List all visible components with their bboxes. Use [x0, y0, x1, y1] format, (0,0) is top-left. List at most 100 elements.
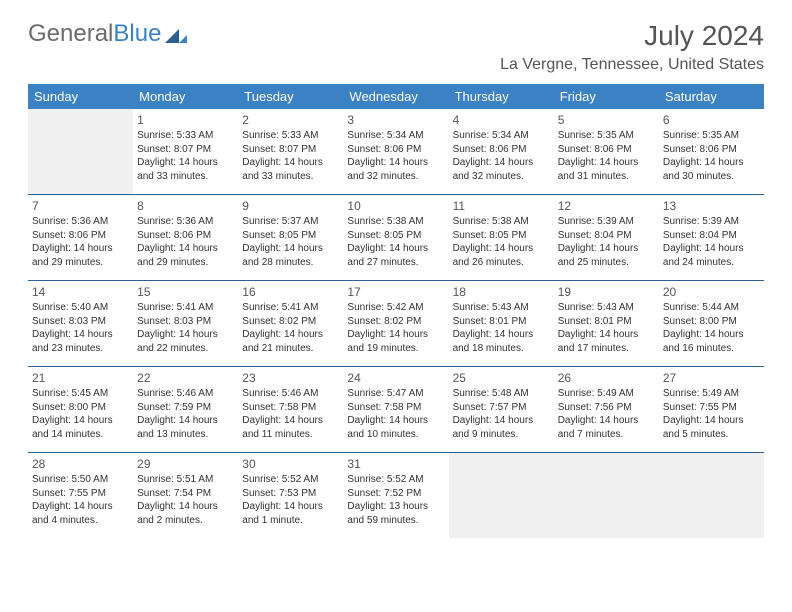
- sunset-text: Sunset: 8:00 PM: [32, 401, 129, 415]
- day-number: 8: [137, 198, 234, 214]
- sunset-text: Sunset: 7:52 PM: [347, 487, 444, 501]
- sunrise-text: Sunrise: 5:48 AM: [453, 387, 550, 401]
- sunset-text: Sunset: 8:01 PM: [453, 315, 550, 329]
- sunrise-text: Sunrise: 5:37 AM: [242, 215, 339, 229]
- calendar-cell: 7Sunrise: 5:36 AMSunset: 8:06 PMDaylight…: [28, 195, 133, 281]
- brand-word2: Blue: [113, 20, 161, 47]
- sunrise-text: Sunrise: 5:39 AM: [663, 215, 760, 229]
- sunset-text: Sunset: 8:05 PM: [242, 229, 339, 243]
- calendar-cell: 30Sunrise: 5:52 AMSunset: 7:53 PMDayligh…: [238, 453, 343, 539]
- daylight-text: Daylight: 14 hours and 10 minutes.: [347, 414, 444, 441]
- day-header: Wednesday: [343, 84, 448, 109]
- sunrise-text: Sunrise: 5:38 AM: [453, 215, 550, 229]
- calendar-week: .1Sunrise: 5:33 AMSunset: 8:07 PMDayligh…: [28, 109, 764, 195]
- sunrise-text: Sunrise: 5:52 AM: [242, 473, 339, 487]
- daylight-text: Daylight: 14 hours and 18 minutes.: [453, 328, 550, 355]
- calendar-cell: 4Sunrise: 5:34 AMSunset: 8:06 PMDaylight…: [449, 109, 554, 195]
- calendar-cell: 25Sunrise: 5:48 AMSunset: 7:57 PMDayligh…: [449, 367, 554, 453]
- calendar-cell: 17Sunrise: 5:42 AMSunset: 8:02 PMDayligh…: [343, 281, 448, 367]
- daylight-text: Daylight: 14 hours and 24 minutes.: [663, 242, 760, 269]
- calendar-cell: 1Sunrise: 5:33 AMSunset: 8:07 PMDaylight…: [133, 109, 238, 195]
- sunrise-text: Sunrise: 5:42 AM: [347, 301, 444, 315]
- day-header: Sunday: [28, 84, 133, 109]
- sunrise-text: Sunrise: 5:49 AM: [663, 387, 760, 401]
- daylight-text: Daylight: 14 hours and 7 minutes.: [558, 414, 655, 441]
- sunrise-text: Sunrise: 5:41 AM: [242, 301, 339, 315]
- calendar-cell: 23Sunrise: 5:46 AMSunset: 7:58 PMDayligh…: [238, 367, 343, 453]
- calendar-cell: 27Sunrise: 5:49 AMSunset: 7:55 PMDayligh…: [659, 367, 764, 453]
- sunrise-text: Sunrise: 5:33 AM: [137, 129, 234, 143]
- sunset-text: Sunset: 8:02 PM: [242, 315, 339, 329]
- sunset-text: Sunset: 8:07 PM: [137, 143, 234, 157]
- sunrise-text: Sunrise: 5:46 AM: [137, 387, 234, 401]
- calendar-cell: 13Sunrise: 5:39 AMSunset: 8:04 PMDayligh…: [659, 195, 764, 281]
- month-title: July 2024: [500, 20, 764, 52]
- sunset-text: Sunset: 7:59 PM: [137, 401, 234, 415]
- day-number: 28: [32, 456, 129, 472]
- daylight-text: Daylight: 14 hours and 16 minutes.: [663, 328, 760, 355]
- day-number: 20: [663, 284, 760, 300]
- calendar-cell: 21Sunrise: 5:45 AMSunset: 8:00 PMDayligh…: [28, 367, 133, 453]
- location-text: La Vergne, Tennessee, United States: [500, 56, 764, 74]
- daylight-text: Daylight: 14 hours and 32 minutes.: [453, 156, 550, 183]
- day-number: 26: [558, 370, 655, 386]
- calendar-cell: .: [449, 453, 554, 539]
- daylight-text: Daylight: 14 hours and 17 minutes.: [558, 328, 655, 355]
- sunset-text: Sunset: 7:53 PM: [242, 487, 339, 501]
- sunset-text: Sunset: 7:55 PM: [32, 487, 129, 501]
- sunrise-text: Sunrise: 5:45 AM: [32, 387, 129, 401]
- daylight-text: Daylight: 14 hours and 29 minutes.: [32, 242, 129, 269]
- day-number: 27: [663, 370, 760, 386]
- sunset-text: Sunset: 8:05 PM: [453, 229, 550, 243]
- calendar-cell: 10Sunrise: 5:38 AMSunset: 8:05 PMDayligh…: [343, 195, 448, 281]
- calendar-body: . 1Sunrise: 5:33 AMSunset: 8:07 PMDayligh…: [28, 109, 764, 538]
- calendar-cell: 15Sunrise: 5:41 AMSunset: 8:03 PMDayligh…: [133, 281, 238, 367]
- sunrise-text: Sunrise: 5:36 AM: [32, 215, 129, 229]
- calendar-week: 28Sunrise: 5:50 AMSunset: 7:55 PMDayligh…: [28, 453, 764, 539]
- calendar-cell: 3Sunrise: 5:34 AMSunset: 8:06 PMDaylight…: [343, 109, 448, 195]
- brand-mark-icon: [165, 25, 187, 43]
- day-number: 7: [32, 198, 129, 214]
- sunrise-text: Sunrise: 5:41 AM: [137, 301, 234, 315]
- calendar-cell: .: [554, 453, 659, 539]
- sunset-text: Sunset: 7:57 PM: [453, 401, 550, 415]
- day-number: 9: [242, 198, 339, 214]
- day-number: 29: [137, 456, 234, 472]
- day-header: Tuesday: [238, 84, 343, 109]
- sunset-text: Sunset: 7:58 PM: [347, 401, 444, 415]
- day-number: 25: [453, 370, 550, 386]
- daylight-text: Daylight: 14 hours and 5 minutes.: [663, 414, 760, 441]
- daylight-text: Daylight: 14 hours and 28 minutes.: [242, 242, 339, 269]
- daylight-text: Daylight: 14 hours and 4 minutes.: [32, 500, 129, 527]
- day-header: Saturday: [659, 84, 764, 109]
- calendar-cell: 28Sunrise: 5:50 AMSunset: 7:55 PMDayligh…: [28, 453, 133, 539]
- day-number: 10: [347, 198, 444, 214]
- day-number: 30: [242, 456, 339, 472]
- daylight-text: Daylight: 14 hours and 21 minutes.: [242, 328, 339, 355]
- calendar-cell: 16Sunrise: 5:41 AMSunset: 8:02 PMDayligh…: [238, 281, 343, 367]
- daylight-text: Daylight: 14 hours and 14 minutes.: [32, 414, 129, 441]
- day-number: 6: [663, 112, 760, 128]
- calendar-cell: 19Sunrise: 5:43 AMSunset: 8:01 PMDayligh…: [554, 281, 659, 367]
- day-number: 22: [137, 370, 234, 386]
- daylight-text: Daylight: 14 hours and 23 minutes.: [32, 328, 129, 355]
- sunset-text: Sunset: 7:58 PM: [242, 401, 339, 415]
- sunrise-text: Sunrise: 5:43 AM: [558, 301, 655, 315]
- daylight-text: Daylight: 14 hours and 30 minutes.: [663, 156, 760, 183]
- calendar-cell: 14Sunrise: 5:40 AMSunset: 8:03 PMDayligh…: [28, 281, 133, 367]
- daylight-text: Daylight: 14 hours and 11 minutes.: [242, 414, 339, 441]
- daylight-text: Daylight: 14 hours and 33 minutes.: [242, 156, 339, 183]
- sunset-text: Sunset: 8:03 PM: [137, 315, 234, 329]
- day-header: Thursday: [449, 84, 554, 109]
- sunrise-text: Sunrise: 5:40 AM: [32, 301, 129, 315]
- daylight-text: Daylight: 14 hours and 2 minutes.: [137, 500, 234, 527]
- sunset-text: Sunset: 8:06 PM: [558, 143, 655, 157]
- sunset-text: Sunset: 8:04 PM: [663, 229, 760, 243]
- sunrise-text: Sunrise: 5:36 AM: [137, 215, 234, 229]
- day-number: 16: [242, 284, 339, 300]
- sunrise-text: Sunrise: 5:35 AM: [663, 129, 760, 143]
- sunset-text: Sunset: 8:06 PM: [453, 143, 550, 157]
- day-number: 19: [558, 284, 655, 300]
- sunset-text: Sunset: 8:05 PM: [347, 229, 444, 243]
- header-row: GeneralBlue July 2024 La Vergne, Tenness…: [28, 20, 764, 74]
